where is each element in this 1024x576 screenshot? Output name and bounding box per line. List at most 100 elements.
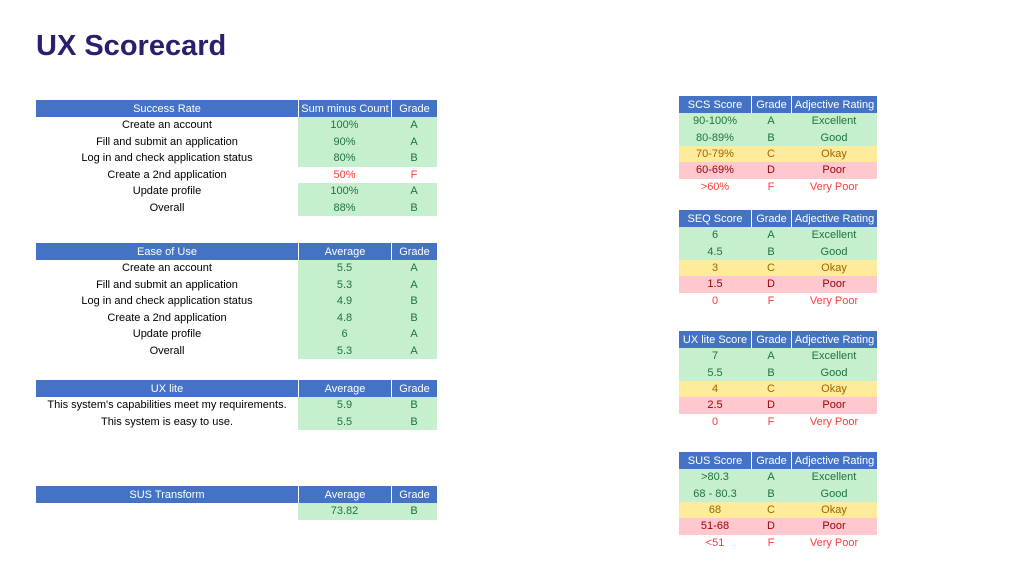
column-header-score: SEQ Score (679, 210, 751, 227)
table-row: Log in and check application status 80% B (36, 150, 437, 167)
table-row: Overall 88% B (36, 199, 437, 216)
value-cell: 100% (298, 183, 391, 200)
column-header-grade: Grade (751, 452, 791, 469)
table-row: Log in and check application status 4.9 B (36, 293, 437, 310)
table-row: Create an account 100% A (36, 117, 437, 134)
score-range-cell: 68 - 80.3 (679, 485, 751, 502)
scale-row: 0 F Very Poor (679, 292, 877, 309)
table-row: Create an account 5.5 A (36, 260, 437, 277)
task-label-cell: Log in and check application status (81, 152, 253, 165)
page-title: UX Scorecard (36, 30, 227, 62)
header-row: Success Rate Sum minus Count Grade (36, 100, 437, 117)
adjective-rating-cell: Okay (791, 380, 877, 398)
column-header-title: UX lite (36, 380, 298, 397)
table-seq-score: SEQ Score Grade Adjective Rating 6 A Excellen… (679, 210, 877, 309)
score-range-cell: 0 (679, 413, 751, 430)
task-label-cell (36, 503, 298, 520)
grade-cell: C (751, 259, 791, 277)
value-cell: 5.5 (298, 413, 391, 430)
scale-row: >80.3 A Excellent (679, 469, 877, 486)
scale-row: 2.5 D Poor (679, 397, 877, 414)
table-row: Create a 2nd application 50% F (36, 166, 437, 183)
table-ux-lite: UX lite Average Grade This system's capabil… (36, 380, 437, 430)
grade-cell: A (391, 133, 437, 150)
table-sus-score: SUS Score Grade Adjective Rating >80.3 A Exce… (679, 452, 877, 551)
grade-cell: A (391, 183, 437, 200)
score-range-cell: 6 (679, 227, 751, 244)
grade-cell: D (751, 162, 791, 179)
scale-row: 6 A Excellent (679, 227, 877, 244)
value-cell: 4.9 (298, 293, 391, 310)
table-row: This system's capabilities meet my requi… (36, 397, 437, 414)
grade-cell: B (751, 364, 791, 381)
task-label-cell: Log in and check application status (81, 295, 253, 308)
column-header-grade: Grade (391, 243, 437, 260)
table-ux-lite-score: UX lite Score Grade Adjective Rating 7 A Exce… (679, 331, 877, 430)
scale-row: 7 A Excellent (679, 348, 877, 365)
scale-row: 0 F Very Poor (679, 413, 877, 430)
scale-row: 3 C Okay (679, 259, 877, 277)
grade-cell: A (391, 342, 437, 359)
table-scs-score: SCS Score Grade Adjective Rating 90-100% A Ex… (679, 96, 877, 195)
column-header-title: Ease of Use (36, 243, 298, 260)
table-row: Overall 5.3 A (36, 342, 437, 359)
grade-cell: C (751, 380, 791, 398)
score-range-cell: 90-100% (679, 113, 751, 130)
scale-row: 68 - 80.3 B Good (679, 485, 877, 502)
header-row: SCS Score Grade Adjective Rating (679, 96, 877, 113)
adjective-rating-cell: Okay (791, 145, 877, 163)
header-row: SEQ Score Grade Adjective Rating (679, 210, 877, 227)
grade-cell: A (751, 227, 791, 244)
task-label-cell: Overall (149, 344, 185, 357)
adjective-rating-cell: Poor (791, 162, 877, 179)
value-cell: 5.9 (298, 397, 391, 414)
task-label-cell: This system is easy to use. (100, 415, 234, 428)
scale-row: 4.5 B Good (679, 243, 877, 260)
header-row: Ease of Use Average Grade (36, 243, 437, 260)
grade-cell: F (751, 534, 791, 551)
column-header-grade: Grade (751, 210, 791, 227)
task-label-cell: Fill and submit an application (96, 135, 238, 148)
task-label-cell: Create an account (122, 119, 212, 132)
task-label-cell: Create an account (122, 262, 212, 275)
adjective-rating-cell: Okay (791, 259, 877, 277)
adjective-rating-cell: Excellent (791, 227, 877, 244)
task-label-cell: Create a 2nd application (107, 168, 227, 181)
score-range-cell: 5.5 (679, 364, 751, 381)
scale-row: 70-79% C Okay (679, 145, 877, 163)
table-sus-transform: SUS Transform Average Grade 73.82 B (36, 486, 437, 520)
scale-row: 90-100% A Excellent (679, 113, 877, 130)
task-label-cell: Update profile (132, 328, 202, 341)
column-header-title: Success Rate (36, 100, 298, 117)
grade-cell: A (391, 260, 437, 277)
column-header-score: SCS Score (679, 96, 751, 113)
column-header-rating: Adjective Rating (791, 452, 877, 469)
grade-cell: D (751, 276, 791, 293)
column-header-rating: Adjective Rating (791, 331, 877, 348)
column-header-title: SUS Transform (36, 486, 298, 503)
adjective-rating-cell: Excellent (791, 348, 877, 365)
grade-cell: C (751, 501, 791, 519)
score-range-cell: 51-68 (679, 518, 751, 535)
adjective-rating-cell: Good (791, 364, 877, 381)
table-ease-of-use: Ease of Use Average Grade Create an account… (36, 243, 437, 359)
column-header-grade: Grade (391, 486, 437, 503)
scale-row: 5.5 B Good (679, 364, 877, 381)
header-row: SUS Score Grade Adjective Rating (679, 452, 877, 469)
scale-row: 1.5 D Poor (679, 276, 877, 293)
header-row: SUS Transform Average Grade (36, 486, 437, 503)
grade-cell: A (391, 117, 437, 134)
column-header-grade: Grade (391, 380, 437, 397)
score-range-cell: 0 (679, 292, 751, 309)
value-cell: 88% (298, 199, 391, 216)
score-range-cell: >60% (679, 178, 751, 195)
grade-cell: D (751, 397, 791, 414)
column-header-grade: Grade (391, 100, 437, 117)
scale-row: 80-89% B Good (679, 129, 877, 146)
grade-cell: B (391, 293, 437, 310)
value-cell: 5.3 (298, 342, 391, 359)
adjective-rating-cell: Good (791, 485, 877, 502)
adjective-rating-cell: Excellent (791, 469, 877, 486)
column-header-grade: Grade (751, 96, 791, 113)
column-header-value: Sum minus Count (298, 100, 391, 117)
